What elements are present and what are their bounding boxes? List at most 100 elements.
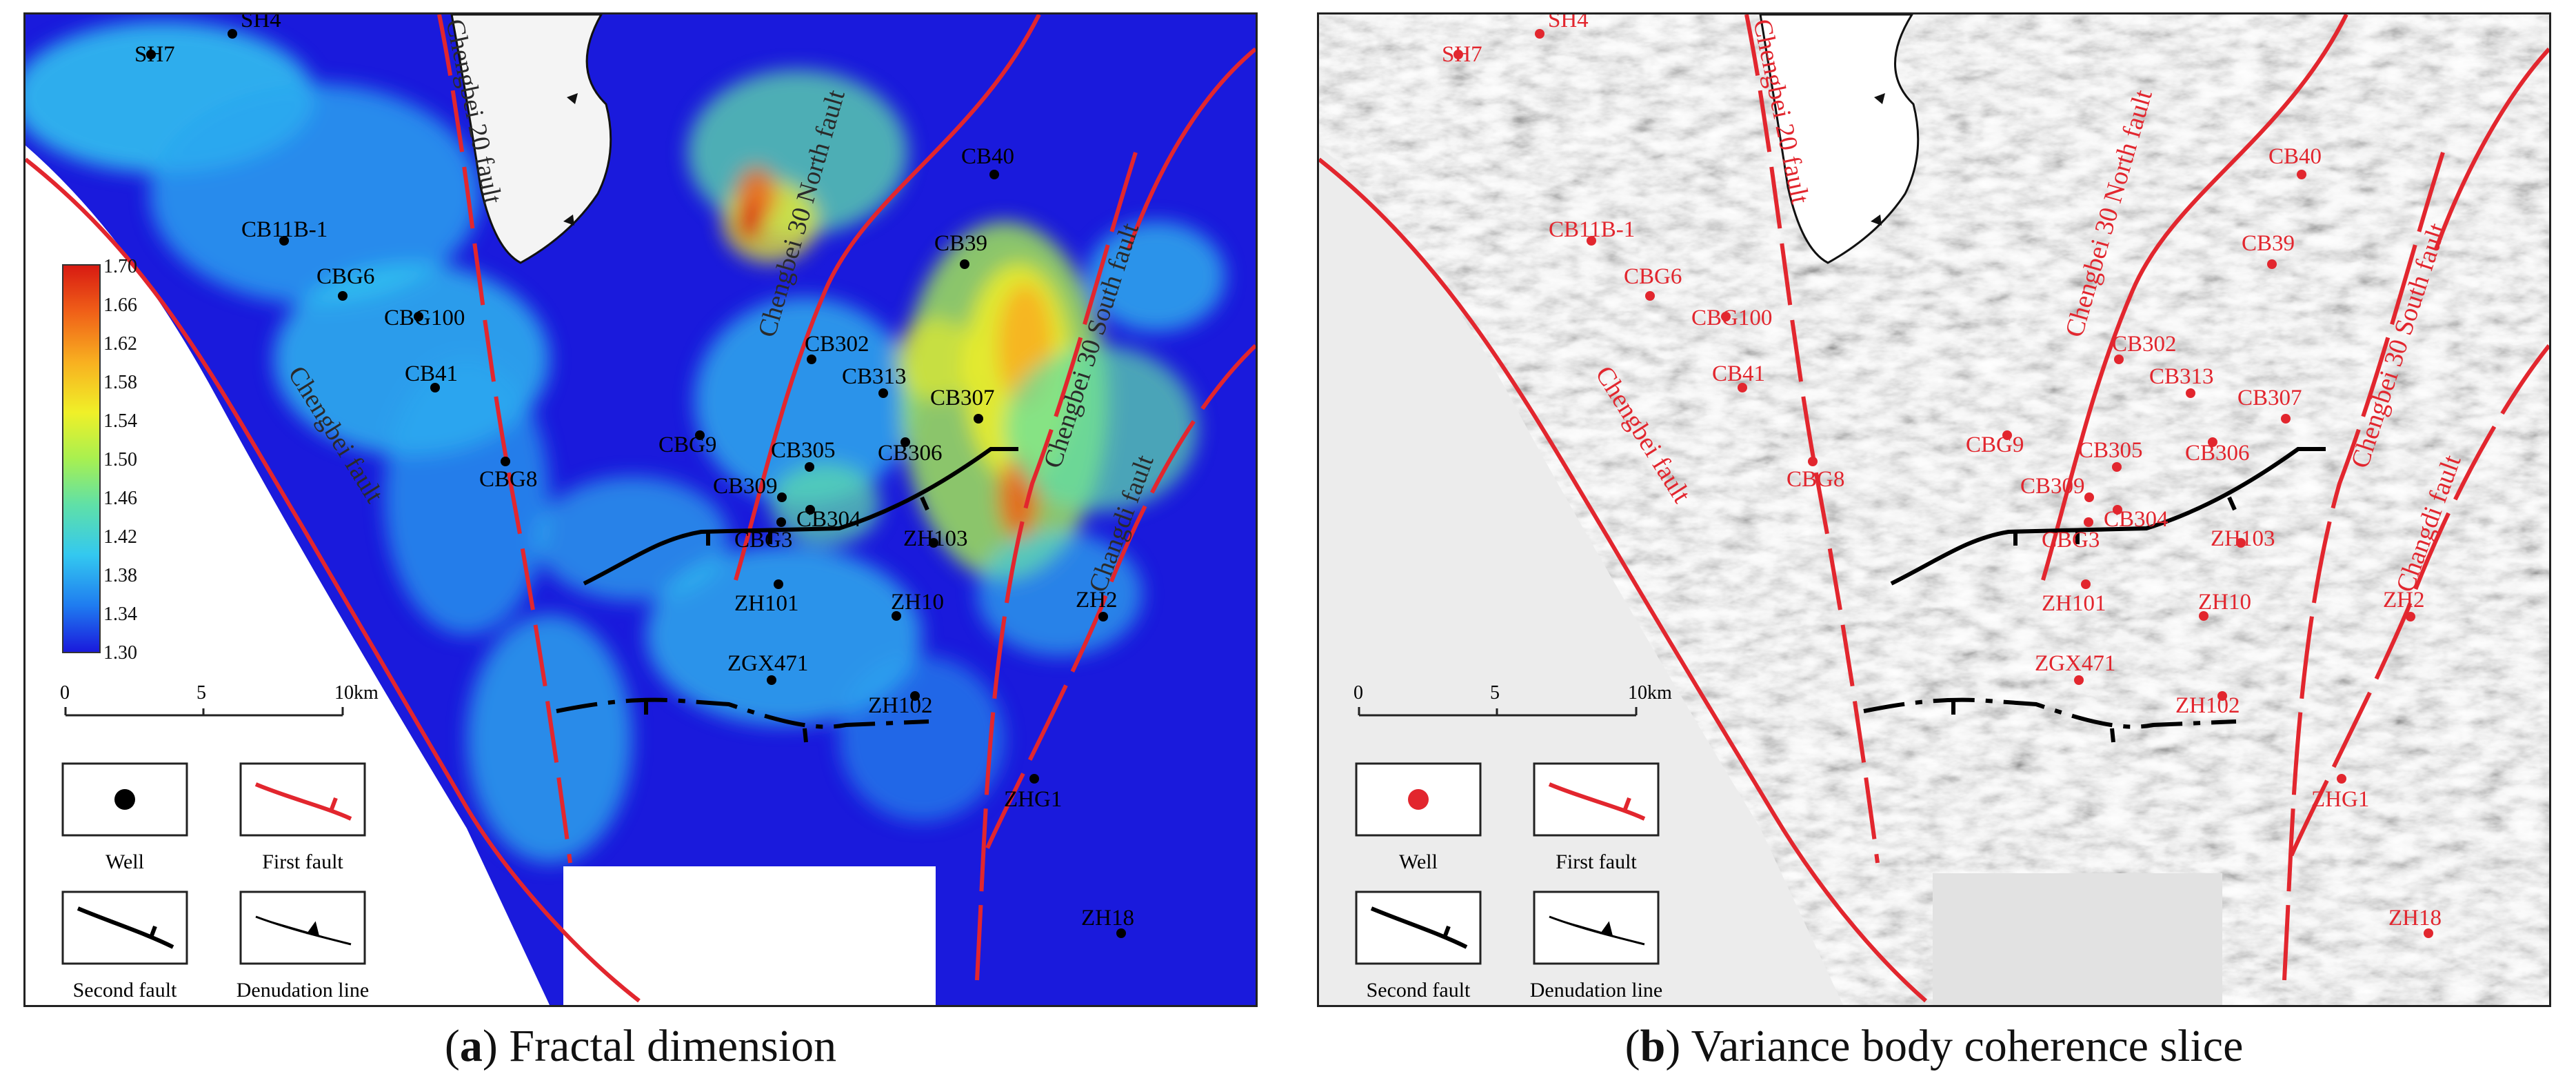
fault-label-chengbei-30-south: Chengbei 30 South fault — [2346, 219, 2453, 472]
map-annotations: SH4 SH7 CB11B-1 CBG6 CBG100 CB41 CBG8 CB40 CB39 C… — [60, 14, 1160, 1002]
well-label: ZH18 — [2388, 906, 2442, 930]
well-marker — [776, 517, 786, 527]
svg-text:Second fault: Second fault — [73, 979, 177, 1002]
well-label: CB304 — [796, 507, 861, 532]
well-marker — [2074, 675, 2084, 685]
well-marker — [2084, 517, 2093, 527]
well-label: CB304 — [2104, 507, 2169, 532]
well-marker — [228, 29, 237, 39]
svg-text:Denudation line: Denudation line — [237, 979, 369, 1002]
svg-text:Well: Well — [105, 850, 144, 873]
well-marker — [1738, 383, 1747, 392]
fault-label-chengbei: Chengbei fault — [282, 361, 389, 508]
svg-text:First fault: First fault — [1556, 850, 1637, 873]
well-label: CB305 — [2078, 438, 2143, 463]
well-label: CB11B-1 — [1549, 217, 1635, 242]
well-label: ZH2 — [2383, 588, 2425, 613]
well-label: SH7 — [1442, 42, 1482, 67]
well-label: CB40 — [961, 144, 1014, 169]
well-marker — [805, 462, 814, 472]
panel-a-overlay: SH4 SH7 CB11B-1 CBG6 CBG100 CB41 CBG8 CB40 CB39 C… — [26, 14, 1256, 1005]
well-label: ZH2 — [1076, 588, 1118, 613]
colorbar-ticks: 1.70 1.66 1.62 1.58 1.54 1.50 1.46 1.42 … — [103, 256, 179, 664]
scale-bar: 0 5 10km — [60, 682, 379, 717]
well-marker — [777, 492, 787, 502]
well-label: CBG8 — [1787, 467, 1844, 492]
well-label: ZH10 — [891, 590, 944, 615]
legend-item-denudation-line: Denudation line — [237, 890, 369, 1002]
well-marker — [767, 675, 776, 685]
panel-b-overlay: SH4 SH7 CB11B-1 CBG6 CBG100 CB41 CBG8 CB40 CB39 C… — [1319, 14, 2549, 1005]
well-marker — [430, 383, 440, 392]
scale-bar-label: 0 — [60, 682, 70, 704]
well-label: CB313 — [842, 364, 907, 389]
well-marker — [1535, 29, 1544, 39]
well-marker — [2424, 928, 2433, 938]
legend-item-first-fault: First fault — [1533, 762, 1660, 873]
well-label: ZH18 — [1081, 906, 1134, 930]
well-marker — [338, 291, 348, 301]
well-marker — [900, 437, 910, 447]
well-label: CB302 — [805, 332, 869, 357]
colorbar-tick: 1.54 — [103, 410, 137, 432]
legend-item-well: Well — [1355, 762, 1482, 873]
scale-bar-label: 5 — [1490, 682, 1500, 704]
legend-item-denudation-line: Denudation line — [1530, 890, 1662, 1002]
well-marker — [960, 259, 969, 269]
well-marker — [2112, 462, 2122, 472]
well-label: CBG8 — [479, 467, 537, 492]
chengbei-30-south-fault-line — [2282, 152, 2445, 981]
well-label: ZHG1 — [2311, 787, 2369, 812]
first-faults — [1319, 14, 2549, 1003]
well-label: CBG6 — [1624, 264, 1682, 289]
well-label: CB313 — [2149, 364, 2214, 389]
first-faults — [26, 14, 1256, 1003]
colorbar-tick: 1.62 — [103, 333, 137, 355]
well-label: CB40 — [2268, 144, 2322, 169]
panel-b-variance-coherence-map — [1317, 12, 2551, 1007]
well-label: SH4 — [1548, 14, 1589, 32]
well-label: SH7 — [134, 42, 175, 67]
well-label: CBG100 — [1691, 306, 1772, 330]
svg-text:Well: Well — [1399, 850, 1438, 873]
fault-label-changdi: Changdi fault — [2391, 451, 2467, 596]
well-label: CB309 — [2020, 474, 2085, 499]
well-marker — [2186, 388, 2195, 398]
well-marker — [1029, 774, 1039, 784]
well-marker — [892, 611, 901, 621]
well-marker — [807, 355, 816, 364]
colorbar-tick: 1.30 — [103, 642, 137, 664]
well-label: SH4 — [241, 14, 281, 32]
coastline-island — [450, 14, 612, 264]
legend-item-first-fault: First fault — [239, 762, 366, 873]
well-label: CB39 — [2242, 231, 2295, 256]
well-label: CB307 — [930, 386, 995, 410]
well-label: CB302 — [2112, 332, 2177, 357]
changdi-fault-line — [982, 344, 1256, 857]
chengbei-30-south-fault-line — [975, 152, 1138, 981]
well-marker — [1098, 612, 1108, 621]
well-label: ZH10 — [2198, 590, 2251, 615]
caption-letter: b — [1640, 1021, 1666, 1071]
scale-bar: 0 5 10km — [1354, 682, 1672, 717]
well-marker — [2217, 691, 2227, 701]
second-fault-south — [556, 697, 929, 729]
fault-label-changdi: Changdi fault — [1083, 451, 1160, 596]
well-label: CBG9 — [1966, 432, 2024, 457]
well-label: ZGX471 — [727, 651, 808, 676]
scale-bar-label: 10km — [334, 682, 379, 704]
well-marker — [1453, 50, 1463, 59]
chengbei-30-north-fault-line — [734, 14, 1041, 581]
well-label: CB305 — [771, 438, 836, 463]
colorbar-tick: 1.34 — [103, 604, 137, 625]
coastline-island — [1759, 14, 1920, 264]
well-marker — [974, 414, 983, 424]
legend-item-second-fault: Second fault — [61, 890, 188, 1002]
fault-label-chengbei-30-north: Chengbei 30 North fault — [752, 86, 851, 340]
chengbei-30-south-fault-north-ext — [2434, 47, 2549, 250]
well-label: CB11B-1 — [241, 217, 328, 242]
second-fault-north — [583, 447, 1018, 586]
colorbar — [62, 264, 101, 653]
caption-a: (a) Fractal dimension — [444, 1021, 837, 1071]
map-annotations: SH4 SH7 CB11B-1 CBG6 CBG100 CB41 CBG8 CB40 CB39 C… — [1354, 14, 2467, 1002]
